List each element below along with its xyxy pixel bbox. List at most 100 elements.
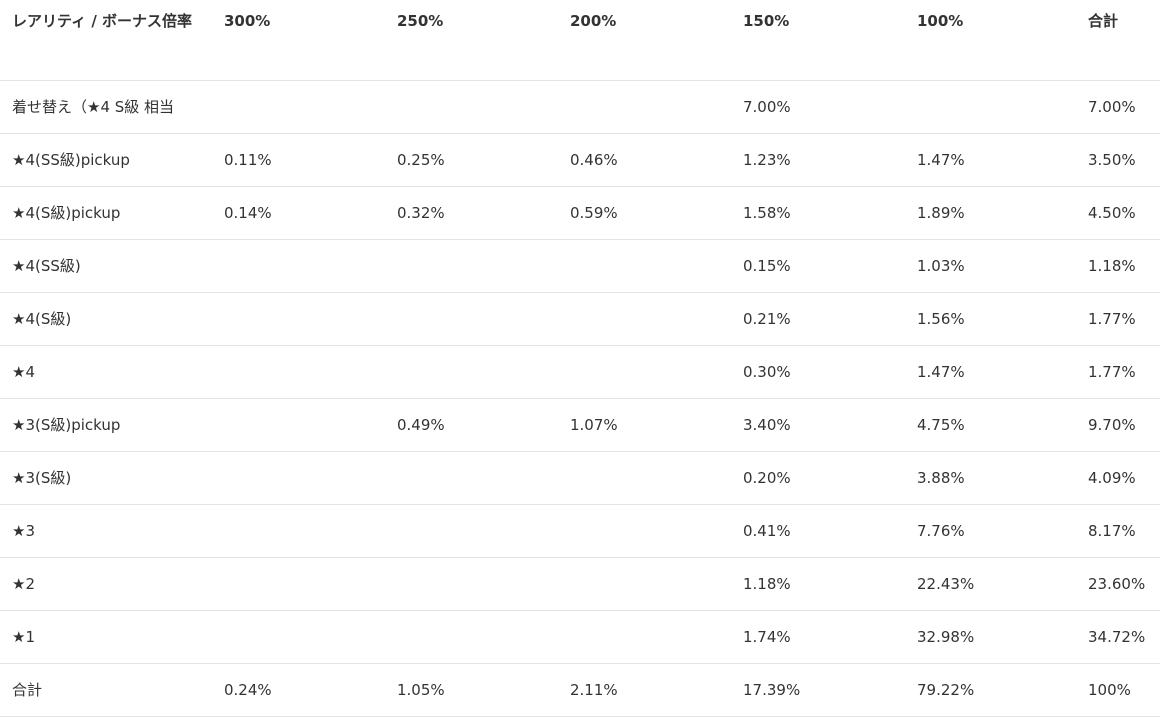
table-row: ★3(S級)pickup 0.49% 1.07% 3.40% 4.75% 9.7… xyxy=(0,398,1160,451)
table-row: ★2 1.18% 22.43% 23.60% xyxy=(0,557,1160,610)
cell-100: 1.89% xyxy=(917,203,965,222)
cell-150: 1.23% xyxy=(743,150,791,169)
row-label: ★3(S級) xyxy=(12,469,72,487)
cell-250 xyxy=(385,345,558,398)
table-row-total: 合計 0.24% 1.05% 2.11% 17.39% 79.22% 100% xyxy=(0,663,1160,716)
cell-150: 17.39% xyxy=(743,680,801,699)
header-250: 250% xyxy=(397,12,444,30)
cell-200 xyxy=(558,557,731,610)
cell-250 xyxy=(385,80,558,133)
cell-250 xyxy=(385,610,558,663)
header-150: 150% xyxy=(743,12,790,30)
cell-100: 1.47% xyxy=(917,150,965,169)
cell-200 xyxy=(558,451,731,504)
cell-total: 34.72% xyxy=(1088,627,1146,646)
cell-150: 0.41% xyxy=(743,521,791,540)
row-label: ★4(S級)pickup xyxy=(12,204,121,222)
cell-150: 1.58% xyxy=(743,203,791,222)
row-label: ★1 xyxy=(12,627,35,646)
cell-100: 79.22% xyxy=(917,680,975,699)
cell-total: 1.77% xyxy=(1088,309,1136,328)
header-300: 300% xyxy=(224,12,271,30)
cell-200: 1.07% xyxy=(570,415,618,434)
row-label: ★4(SS級) xyxy=(12,257,81,275)
cell-250 xyxy=(385,504,558,557)
cell-100: 4.75% xyxy=(917,415,965,434)
cell-100 xyxy=(905,80,1076,133)
cell-300: 0.14% xyxy=(224,203,272,222)
cell-total: 23.60% xyxy=(1088,574,1146,593)
cell-100: 1.56% xyxy=(917,309,965,328)
cell-total: 7.00% xyxy=(1088,97,1136,116)
table-row: ★4(S級)pickup 0.14% 0.32% 0.59% 1.58% 1.8… xyxy=(0,186,1160,239)
cell-300 xyxy=(212,80,385,133)
table-row: ★4(SS級)pickup 0.11% 0.25% 0.46% 1.23% 1.… xyxy=(0,133,1160,186)
cell-total: 8.17% xyxy=(1088,521,1136,540)
cell-100: 32.98% xyxy=(917,627,975,646)
header-rarity-bonus: レアリティ / ボーナス倍率 xyxy=(12,12,193,30)
cell-150: 7.00% xyxy=(743,97,791,116)
cell-250 xyxy=(385,451,558,504)
cell-200 xyxy=(558,504,731,557)
row-label: 合計 xyxy=(12,681,43,699)
cell-250 xyxy=(385,292,558,345)
cell-total: 9.70% xyxy=(1088,415,1136,434)
cell-250 xyxy=(385,239,558,292)
cell-250: 0.32% xyxy=(397,203,445,222)
cell-200: 0.46% xyxy=(570,150,618,169)
table-row: ★4 0.30% 1.47% 1.77% xyxy=(0,345,1160,398)
cell-300: 0.11% xyxy=(224,150,272,169)
header-100: 100% xyxy=(917,12,964,30)
cell-300 xyxy=(212,451,385,504)
cell-total: 100% xyxy=(1088,680,1131,699)
cell-200: 0.59% xyxy=(570,203,618,222)
header-total: 合計 xyxy=(1088,12,1119,30)
cell-250: 0.25% xyxy=(397,150,445,169)
table-row: ★4(SS級) 0.15% 1.03% 1.18% xyxy=(0,239,1160,292)
table-row: ★3 0.41% 7.76% 8.17% xyxy=(0,504,1160,557)
cell-200 xyxy=(558,610,731,663)
cell-200: 2.11% xyxy=(570,680,618,699)
row-label: ★3 xyxy=(12,521,35,540)
cell-100: 3.88% xyxy=(917,468,965,487)
cell-300: 0.24% xyxy=(224,680,272,699)
cell-200 xyxy=(558,80,731,133)
cell-200 xyxy=(558,292,731,345)
cell-300 xyxy=(212,557,385,610)
cell-150: 1.18% xyxy=(743,574,791,593)
cell-200 xyxy=(558,345,731,398)
cell-300 xyxy=(212,292,385,345)
cell-total: 4.50% xyxy=(1088,203,1136,222)
table-row: 着せ替え（★4 S級 相当 7.00% 7.00% xyxy=(0,80,1160,133)
table-row: ★4(S級) 0.21% 1.56% 1.77% xyxy=(0,292,1160,345)
cell-150: 0.20% xyxy=(743,468,791,487)
cell-250: 0.49% xyxy=(397,415,445,434)
cell-150: 0.30% xyxy=(743,362,791,381)
cell-100: 7.76% xyxy=(917,521,965,540)
row-label: 着せ替え（★4 S級 相当 xyxy=(12,98,175,116)
cell-total: 3.50% xyxy=(1088,150,1136,169)
header-200: 200% xyxy=(570,12,617,30)
row-label: ★4(S級) xyxy=(12,310,72,328)
cell-100: 1.47% xyxy=(917,362,965,381)
row-label: ★4(SS級)pickup xyxy=(12,151,130,169)
cell-150: 1.74% xyxy=(743,627,791,646)
cell-100: 1.03% xyxy=(917,256,965,275)
cell-250: 1.05% xyxy=(397,680,445,699)
cell-300 xyxy=(212,504,385,557)
header-row: レアリティ / ボーナス倍率 300% 250% 200% 150% 100% … xyxy=(0,0,1160,80)
cell-300 xyxy=(212,345,385,398)
cell-300 xyxy=(212,610,385,663)
table-row: ★1 1.74% 32.98% 34.72% xyxy=(0,610,1160,663)
cell-100: 22.43% xyxy=(917,574,975,593)
table-row: ★3(S級) 0.20% 3.88% 4.09% xyxy=(0,451,1160,504)
row-label: ★3(S級)pickup xyxy=(12,416,121,434)
cell-150: 0.21% xyxy=(743,309,791,328)
cell-300 xyxy=(212,239,385,292)
cell-total: 1.18% xyxy=(1088,256,1136,275)
cell-200 xyxy=(558,239,731,292)
cell-300 xyxy=(212,398,385,451)
row-label: ★4 xyxy=(12,362,35,381)
table-header: レアリティ / ボーナス倍率 300% 250% 200% 150% 100% … xyxy=(0,0,1160,80)
